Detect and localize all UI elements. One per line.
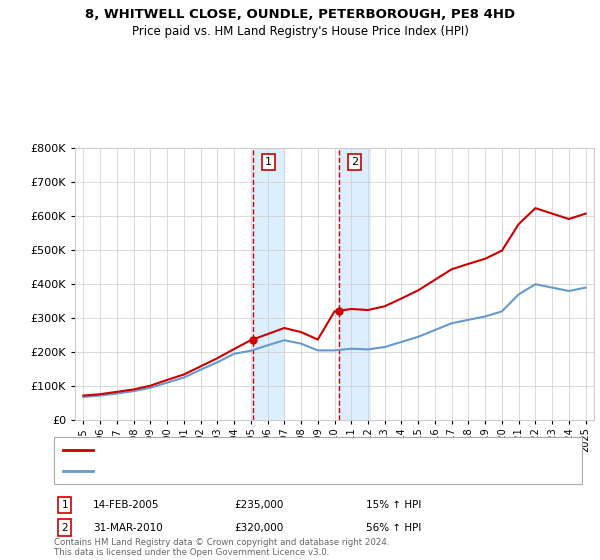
Text: 1: 1 bbox=[61, 500, 68, 510]
Text: £235,000: £235,000 bbox=[234, 500, 283, 510]
Text: Price paid vs. HM Land Registry's House Price Index (HPI): Price paid vs. HM Land Registry's House … bbox=[131, 25, 469, 38]
Text: 2: 2 bbox=[61, 522, 68, 533]
Text: 31-MAR-2010: 31-MAR-2010 bbox=[93, 522, 163, 533]
Bar bbox=[338, 148, 370, 420]
Text: 14-FEB-2005: 14-FEB-2005 bbox=[93, 500, 160, 510]
Bar bbox=[253, 148, 284, 420]
Text: 56% ↑ HPI: 56% ↑ HPI bbox=[366, 522, 421, 533]
Text: 2: 2 bbox=[351, 157, 358, 167]
Text: HPI: Average price, detached house, North Northamptonshire: HPI: Average price, detached house, Nort… bbox=[99, 466, 405, 476]
Text: 1: 1 bbox=[265, 157, 272, 167]
Text: 8, WHITWELL CLOSE, OUNDLE, PETERBOROUGH, PE8 4HD (detached house): 8, WHITWELL CLOSE, OUNDLE, PETERBOROUGH,… bbox=[99, 445, 478, 455]
Text: 15% ↑ HPI: 15% ↑ HPI bbox=[366, 500, 421, 510]
Text: £320,000: £320,000 bbox=[234, 522, 283, 533]
Text: Contains HM Land Registry data © Crown copyright and database right 2024.
This d: Contains HM Land Registry data © Crown c… bbox=[54, 538, 389, 557]
Text: 8, WHITWELL CLOSE, OUNDLE, PETERBOROUGH, PE8 4HD: 8, WHITWELL CLOSE, OUNDLE, PETERBOROUGH,… bbox=[85, 8, 515, 21]
